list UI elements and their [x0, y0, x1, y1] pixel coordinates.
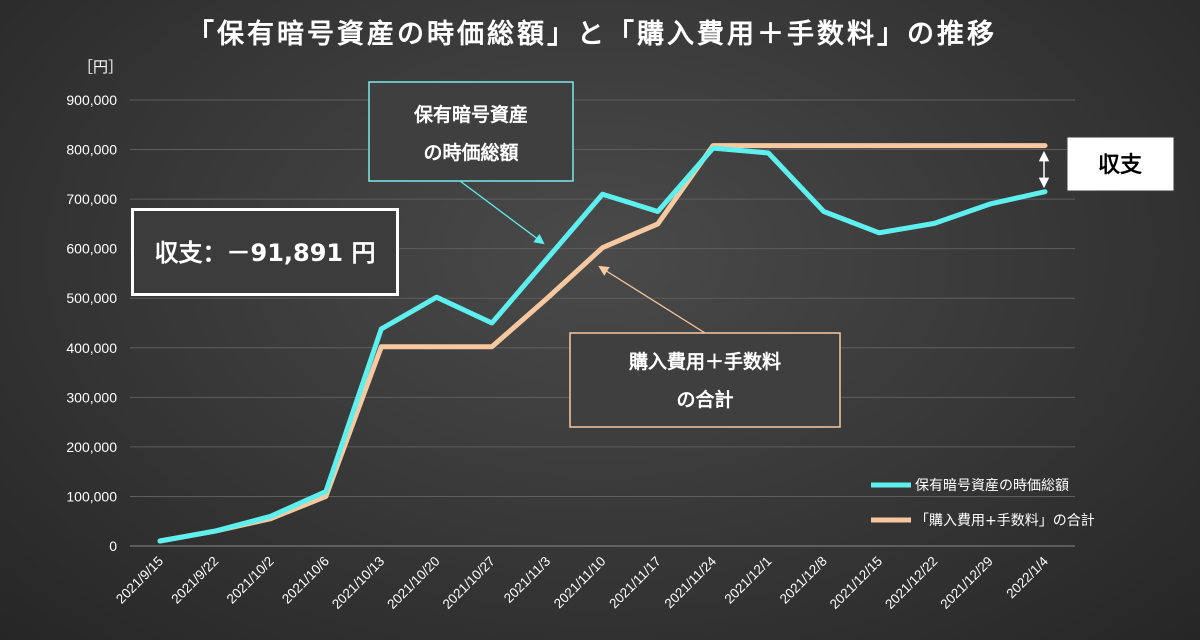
- data-point-market-value: [987, 201, 992, 207]
- x-tick-label: 2021/10/27: [440, 554, 498, 612]
- data-point-market-value: [932, 221, 937, 226]
- cost-arrow: [598, 265, 706, 334]
- data-point-cost: [932, 143, 937, 148]
- x-tick-label: 2021/12/15: [827, 554, 885, 612]
- y-tick-label: 200,000: [66, 439, 117, 455]
- y-tick-label: 900,000: [66, 92, 117, 108]
- market-value-box-line2: の時価総額: [423, 141, 518, 164]
- data-point-cost: [766, 143, 771, 148]
- x-tick-label: 2021/9/22: [168, 554, 221, 607]
- data-point-market-value: [876, 230, 882, 236]
- balance-annotation: 収支：－91,891 円: [131, 208, 399, 296]
- y-tick-label: 700,000: [66, 191, 117, 207]
- diff-label-text: 収支: [1098, 153, 1143, 178]
- x-tick-label: 2021/10/20: [384, 554, 442, 612]
- data-point-market-value: [821, 209, 826, 214]
- diff-label-box: [1066, 136, 1175, 192]
- data-point-cost: [1042, 143, 1048, 148]
- cost-box-line1: 購入費用＋手数料: [629, 350, 781, 373]
- balance-text: 収支：－91,891 円: [155, 239, 376, 267]
- market-value-box-line1: 保有暗号資産: [413, 103, 528, 126]
- data-point-market-value: [434, 295, 439, 300]
- x-tick-label: 2022/1/4: [1003, 553, 1051, 601]
- data-point-market-value: [157, 538, 163, 544]
- data-point-cost: [323, 494, 329, 499]
- cost-box-line2: の合計: [676, 388, 733, 411]
- x-tick-label: 2021/11/10: [551, 554, 609, 612]
- market-value-arrow: [459, 180, 545, 245]
- y-tick-label: 0: [109, 538, 117, 554]
- data-point-market-value: [600, 191, 605, 197]
- data-point-cost: [544, 296, 550, 301]
- x-tick-label: 2021/12/29: [937, 554, 995, 612]
- y-tick-label: 500,000: [66, 290, 117, 306]
- legend-label-cost: 「購入費用+手数料」の合計: [915, 513, 1095, 529]
- data-point-market-value: [544, 256, 550, 261]
- data-point-cost: [600, 245, 605, 250]
- diff-annotation: 収支: [1038, 136, 1175, 192]
- data-point-cost: [655, 221, 661, 227]
- series-lines: [157, 143, 1048, 544]
- data-point-cost: [489, 344, 495, 349]
- x-tick-label: 2021/10/6: [279, 554, 332, 607]
- y-tick-label: 300,000: [66, 389, 117, 405]
- x-tick-label: 2021/10/2: [224, 554, 277, 607]
- cost-annotation: 購入費用＋手数料 の合計: [569, 265, 841, 428]
- y-tick-label: 600,000: [66, 241, 117, 257]
- y-axis-unit: ［円］: [78, 58, 123, 76]
- chart-title: 「保有暗号資産の時価総額」と「購入費用＋手数料」の推移: [187, 18, 997, 50]
- data-point-market-value: [213, 528, 218, 534]
- x-tick-label: 2021/10/13: [329, 554, 387, 612]
- data-point-cost: [987, 143, 992, 148]
- y-tick-label: 100,000: [66, 488, 117, 504]
- data-point-market-value: [655, 209, 661, 214]
- x-tick-label: 2021/11/3: [501, 554, 553, 606]
- x-tick-label: 2021/11/17: [606, 554, 664, 612]
- x-tick-label: 2021/11/24: [662, 553, 720, 611]
- data-point-cost: [821, 143, 826, 148]
- data-point-cost: [434, 344, 439, 349]
- market-value-annotation: 保有暗号資産 の時価総額: [368, 81, 574, 245]
- legend: 保有暗号資産の時価総額 「購入費用+手数料」の合計: [871, 478, 1095, 529]
- data-point-market-value: [766, 150, 771, 156]
- data-point-cost: [379, 344, 384, 349]
- y-tick-label: 400,000: [66, 340, 117, 356]
- cost-box: [569, 332, 841, 428]
- market-value-box: [368, 81, 574, 182]
- x-tick-label: 2021/12/1: [721, 554, 774, 607]
- x-tick-label: 2021/9/15: [113, 554, 166, 607]
- x-tick-labels: 2021/9/15 2021/9/22 2021/10/2 2021/10/62021…: [113, 553, 1051, 612]
- x-tick-label: 2021/12/8: [777, 554, 830, 607]
- y-tick-label: 800,000: [66, 142, 117, 158]
- data-point-market-value: [1042, 189, 1048, 194]
- data-point-market-value: [489, 320, 495, 326]
- y-tick-labels: 0 100,000 200,000 300,000 400,000 500,000 600,…: [66, 92, 117, 554]
- x-tick-label: 2021/12/22: [882, 554, 940, 612]
- data-point-market-value: [710, 145, 716, 151]
- data-point-market-value: [323, 489, 329, 494]
- data-point-market-value: [379, 326, 384, 332]
- data-point-market-value: [268, 514, 273, 519]
- legend-label-market-value: 保有暗号資産の時価総額: [915, 478, 1069, 494]
- data-point-cost: [876, 143, 882, 148]
